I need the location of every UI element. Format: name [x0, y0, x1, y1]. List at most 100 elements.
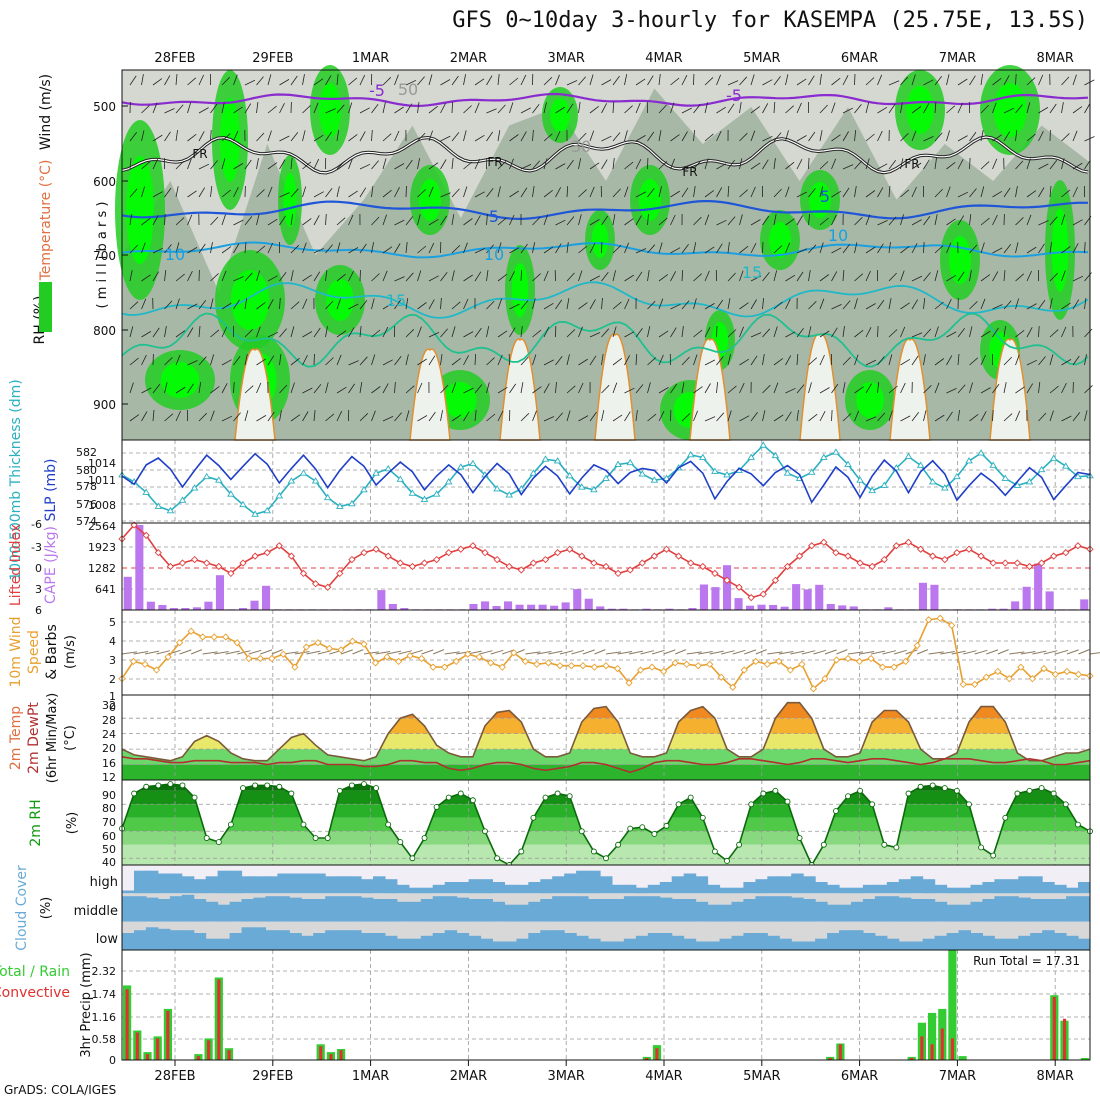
wind-barb	[808, 326, 812, 338]
surface-wind-barb	[248, 649, 262, 655]
wind-barb	[371, 216, 380, 226]
lifted-index-point	[227, 569, 235, 578]
li-label: Lifted Index	[8, 524, 24, 606]
wind-barb	[658, 130, 662, 142]
lifted-index-point	[142, 531, 150, 540]
cloud-bar	[1042, 899, 1055, 922]
precip-conv-label: Convective	[0, 985, 70, 1001]
wind-barb	[1049, 385, 1059, 394]
wind-barb	[670, 214, 676, 226]
wind-barb	[313, 158, 320, 170]
cloud-bar	[528, 901, 541, 922]
li-tick: -3	[31, 541, 42, 554]
cloud-bar	[982, 882, 995, 894]
cloud-bar	[1030, 933, 1043, 950]
wind-barb	[624, 298, 630, 310]
rh2m-panel	[119, 779, 1093, 868]
rh2m-point	[639, 824, 646, 831]
wind-barb	[152, 271, 160, 282]
date-label-bottom: 28FEB	[154, 1069, 195, 1084]
wind-barb	[681, 269, 684, 282]
wind-speed-point	[256, 654, 264, 663]
wind-barb	[279, 410, 282, 422]
wind-barb	[773, 101, 776, 114]
wind-barb	[1003, 269, 1006, 282]
wind-barb	[865, 303, 876, 310]
wind-barb	[532, 329, 542, 338]
wind-barb	[762, 354, 765, 366]
wind-barb	[175, 298, 180, 310]
wind-barb	[658, 298, 664, 310]
cloud-bar	[468, 879, 482, 894]
thickness-point	[783, 469, 792, 476]
rh-tick: 70	[102, 816, 116, 829]
surface-wind-barb	[502, 649, 515, 655]
wind-barb	[601, 384, 610, 394]
wind-barb	[129, 157, 132, 170]
rh-saturated-blob	[949, 236, 971, 284]
wind-barb	[612, 326, 617, 338]
footer-credit: GrADS: COLA/IGES	[4, 1083, 117, 1097]
rh2m-point	[578, 828, 585, 835]
cloud-bar	[755, 879, 768, 894]
wind-barb	[279, 297, 281, 310]
cape-bar	[1011, 601, 1020, 610]
cloud-bar	[432, 896, 446, 922]
wind-barb	[635, 78, 646, 86]
minmax-label: (6hr Min/Max)	[45, 693, 60, 783]
wind-barb	[463, 130, 467, 142]
wind-barb	[624, 130, 628, 142]
wind-barb	[520, 164, 532, 170]
wind-barb	[831, 190, 842, 198]
wind-barb	[946, 161, 956, 170]
wind-barb	[589, 186, 595, 198]
wind-barb	[233, 219, 244, 226]
thickness-point	[614, 460, 622, 467]
wind-barb	[313, 327, 321, 338]
wind-barb	[417, 132, 426, 142]
wind-barb	[888, 298, 892, 310]
rh2m-point	[155, 782, 162, 789]
lifted-index-point	[941, 555, 949, 564]
rh-saturated-blob	[1051, 208, 1069, 292]
cloud-bar	[958, 887, 971, 894]
cloud-bar	[803, 899, 816, 922]
wind-speed-point	[648, 663, 656, 671]
chart-title: GFS 0~10day 3-hourly for KASEMPA (25.75E…	[452, 8, 1088, 33]
wind-barb	[773, 214, 777, 226]
wind-barb	[405, 159, 413, 170]
wind-barb	[336, 386, 347, 394]
lifted-index-point	[505, 562, 513, 571]
cloud-bar	[731, 887, 744, 894]
wind-barb	[474, 248, 486, 254]
wind-speed-point	[233, 639, 241, 647]
wind-barb	[1015, 410, 1021, 422]
lifted-index-point	[215, 562, 223, 571]
rh2m-point	[615, 841, 622, 848]
lifted-index-point	[324, 583, 332, 591]
cloud-bar	[922, 938, 936, 950]
lifted-index-point	[965, 545, 973, 553]
cloud-bar	[886, 882, 900, 894]
cloud-bar	[647, 884, 661, 894]
wind-barb	[992, 271, 999, 282]
wind-barb	[129, 357, 139, 366]
wind-barb	[934, 101, 937, 114]
wind-barb	[1038, 187, 1045, 198]
date-label-top: 3MAR	[547, 51, 584, 66]
wind-barb	[325, 300, 334, 310]
thickness-point	[1074, 472, 1082, 480]
rh2m-point	[929, 782, 936, 789]
cloud-bar	[910, 899, 924, 922]
cloud-bar	[683, 873, 697, 894]
wind-barb	[198, 356, 207, 366]
wind-barb	[279, 328, 287, 338]
cloud-bar	[1018, 897, 1031, 922]
wind-barb	[1084, 241, 1086, 254]
wind-barb	[486, 75, 493, 86]
wind-barb	[451, 75, 459, 86]
wind-barb	[187, 383, 194, 394]
wind-barb	[1061, 383, 1067, 394]
thickness-point	[275, 492, 284, 499]
wind-barb	[129, 270, 133, 282]
